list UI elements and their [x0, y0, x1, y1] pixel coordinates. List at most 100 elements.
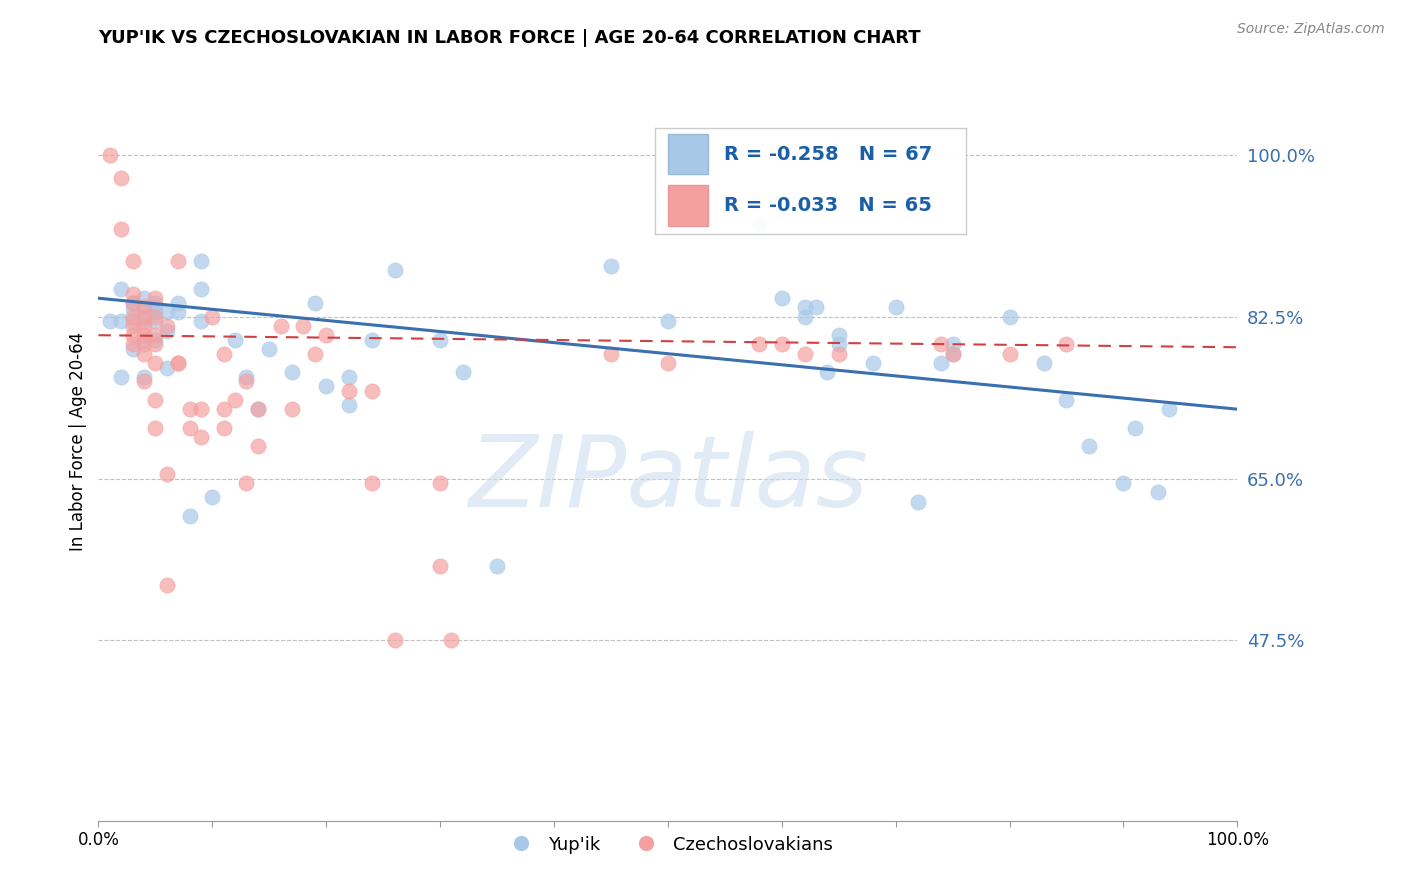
Point	[998, 310, 1021, 324]
Point	[384, 263, 406, 277]
Point	[121, 254, 143, 268]
Point	[770, 291, 793, 305]
Point	[156, 360, 179, 375]
Point	[942, 347, 965, 361]
Point	[132, 310, 155, 324]
Point	[804, 301, 827, 315]
Point	[132, 328, 155, 343]
Point	[600, 259, 623, 273]
Point	[201, 490, 224, 504]
Point	[235, 369, 257, 384]
Text: Source: ZipAtlas.com: Source: ZipAtlas.com	[1237, 22, 1385, 37]
Point	[259, 342, 281, 356]
Point	[304, 296, 326, 310]
Point	[145, 314, 167, 328]
Point	[132, 310, 155, 324]
Point	[429, 559, 451, 574]
Point	[429, 333, 451, 347]
Point	[145, 301, 167, 315]
Point	[145, 296, 167, 310]
Point	[156, 318, 179, 333]
Point	[156, 467, 179, 481]
Point	[235, 476, 257, 491]
Point	[132, 301, 155, 315]
Point	[429, 476, 451, 491]
Point	[281, 365, 304, 379]
Point	[145, 392, 167, 407]
Point	[337, 398, 360, 412]
Point	[1157, 402, 1180, 417]
Point	[145, 356, 167, 370]
Point	[179, 420, 201, 434]
Point	[121, 337, 143, 351]
Point	[145, 291, 167, 305]
Point	[600, 347, 623, 361]
Point	[246, 402, 269, 417]
Point	[929, 337, 952, 351]
Point	[121, 296, 143, 310]
Point	[145, 333, 167, 347]
Point	[862, 356, 884, 370]
Point	[179, 402, 201, 417]
Text: R = -0.258   N = 67: R = -0.258 N = 67	[724, 145, 932, 164]
Point	[770, 337, 793, 351]
Point	[190, 314, 212, 328]
Point	[451, 365, 474, 379]
Point	[98, 314, 121, 328]
Point	[145, 310, 167, 324]
Point	[337, 384, 360, 398]
Point	[121, 296, 143, 310]
Point	[440, 633, 463, 648]
Point	[167, 305, 190, 319]
FancyBboxPatch shape	[668, 186, 709, 226]
Point	[486, 559, 509, 574]
Point	[145, 420, 167, 434]
Point	[828, 328, 851, 343]
Point	[110, 369, 132, 384]
Legend: Yup'ik, Czechoslovakians: Yup'ik, Czechoslovakians	[496, 829, 839, 861]
Point	[270, 318, 292, 333]
Point	[815, 365, 838, 379]
Point	[132, 375, 155, 389]
Point	[929, 356, 952, 370]
Point	[132, 291, 155, 305]
Point	[121, 342, 143, 356]
Point	[828, 337, 851, 351]
Point	[657, 314, 679, 328]
Point	[167, 356, 190, 370]
Point	[942, 337, 965, 351]
Point	[235, 375, 257, 389]
Point	[110, 282, 132, 296]
Point	[145, 305, 167, 319]
Point	[190, 402, 212, 417]
Point	[110, 222, 132, 236]
Point	[212, 347, 235, 361]
Point	[156, 578, 179, 592]
Point	[281, 402, 304, 417]
Point	[110, 314, 132, 328]
Point	[884, 301, 907, 315]
Point	[132, 369, 155, 384]
Point	[145, 328, 167, 343]
Point	[110, 171, 132, 186]
Point	[793, 347, 815, 361]
Point	[1054, 337, 1078, 351]
Point	[360, 476, 382, 491]
Point	[315, 379, 337, 393]
Point	[212, 420, 235, 434]
Y-axis label: In Labor Force | Age 20-64: In Labor Force | Age 20-64	[69, 332, 87, 551]
Point	[1078, 439, 1101, 453]
Point	[1146, 485, 1168, 500]
Point	[360, 384, 382, 398]
Point	[132, 318, 155, 333]
Point	[132, 347, 155, 361]
Point	[1054, 392, 1078, 407]
Point	[246, 402, 269, 417]
Point	[121, 328, 143, 343]
Point	[748, 337, 770, 351]
FancyBboxPatch shape	[668, 134, 709, 175]
Point	[1112, 476, 1135, 491]
Point	[132, 314, 155, 328]
Point	[304, 347, 326, 361]
Text: YUP'IK VS CZECHOSLOVAKIAN IN LABOR FORCE | AGE 20-64 CORRELATION CHART: YUP'IK VS CZECHOSLOVAKIAN IN LABOR FORCE…	[98, 29, 921, 47]
